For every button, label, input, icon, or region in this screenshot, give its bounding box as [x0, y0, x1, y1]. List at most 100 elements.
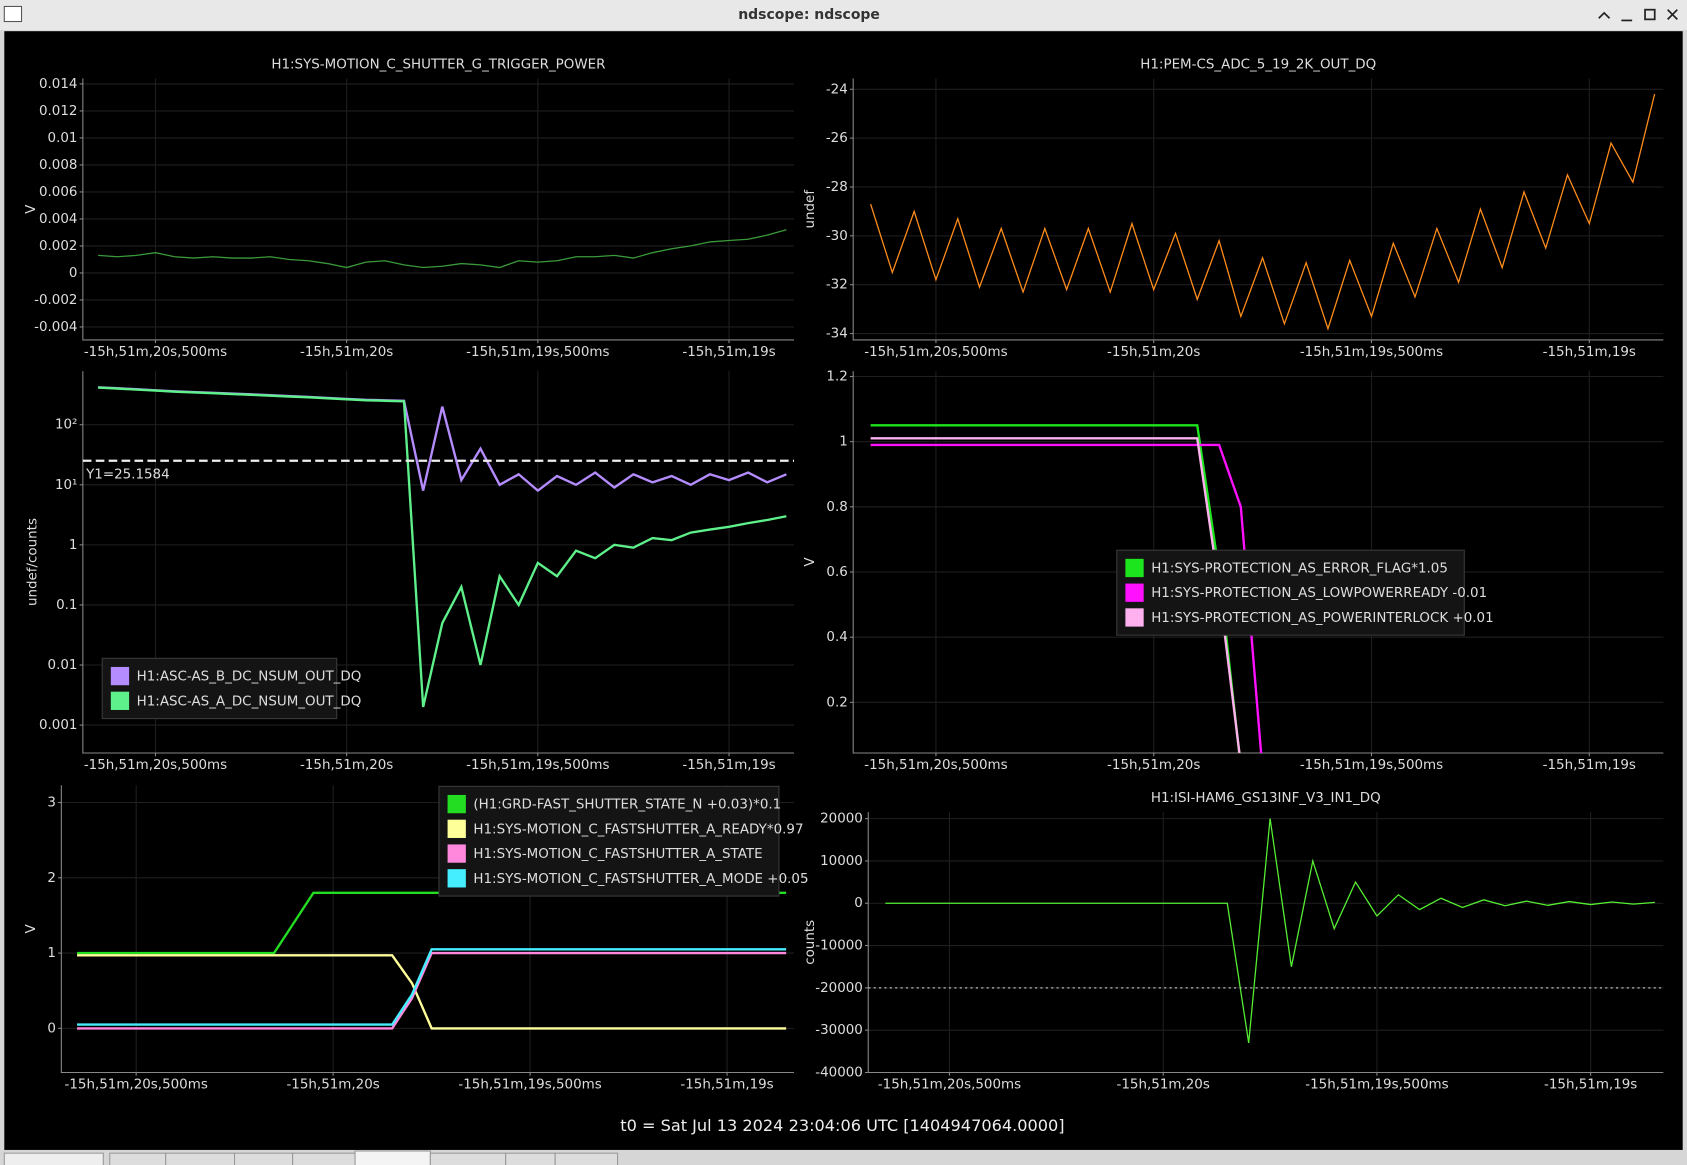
- tab[interactable]: [3, 1152, 104, 1165]
- legend-label: H1:SYS-PROTECTION_AS_ERROR_FLAG*1.05: [1151, 562, 1448, 577]
- legend-label: H1:SYS-PROTECTION_AS_POWERINTERLOCK +0.0…: [1151, 611, 1493, 626]
- legend-box: [101, 657, 338, 720]
- y-tick-label: -34: [826, 327, 848, 342]
- y-tick-label: 0.01: [48, 131, 78, 146]
- y-tick-label: 0.6: [826, 565, 847, 580]
- tab[interactable]: [354, 1150, 431, 1165]
- legend-swatch: [110, 666, 130, 686]
- series-line: [77, 954, 787, 1030]
- axis-line: [852, 371, 1664, 754]
- x-tick-label: -15h,51m,20s: [1117, 1077, 1210, 1092]
- x-tick-label: -15h,51m,19s: [682, 758, 775, 773]
- tab[interactable]: [165, 1152, 236, 1165]
- tab[interactable]: [109, 1152, 167, 1165]
- x-tick-label: -15h,51m,20s: [300, 345, 393, 360]
- y-tick-label: 0.004: [39, 212, 77, 227]
- y-tick-label: 20000: [820, 812, 863, 827]
- legend-swatch: [1125, 558, 1144, 578]
- y-tick-label: 0.001: [39, 718, 77, 733]
- legend-label: (H1:GRD-FAST_SHUTTER_STATE_N +0.03)*0.1: [473, 798, 781, 813]
- axis-line: [867, 812, 1664, 1074]
- y-axis-label: V: [803, 557, 818, 567]
- series-line: [870, 443, 1263, 754]
- y-tick-label: -20000: [815, 981, 863, 996]
- y-tick-label: 3: [47, 796, 56, 811]
- x-tick-label: -15h,51m,20s,500ms: [65, 1077, 208, 1092]
- series-line: [869, 93, 1656, 331]
- plot: H1:SYS-MOTION_C_SHUTTER_G_TRIGGER_POWER V…: [24, 58, 795, 360]
- cursor-label: Y1=25.1584: [85, 468, 170, 483]
- y-tick-label: 0.8: [826, 500, 847, 515]
- y-tick-label: -10000: [815, 939, 863, 954]
- plot-title: H1:PEM-CS_ADC_5_19_2K_OUT_DQ: [1140, 58, 1376, 73]
- y-tick-label: 0: [69, 266, 78, 281]
- y-axis-label: V: [24, 204, 39, 214]
- y-tick-label: 2: [47, 871, 56, 886]
- legend-box: [1116, 549, 1465, 636]
- tab[interactable]: [429, 1152, 507, 1165]
- axis-line: [60, 785, 795, 1074]
- y-axis-label: V: [24, 923, 39, 933]
- title-bar: [0, 0, 1687, 31]
- tab[interactable]: [554, 1152, 619, 1165]
- y-tick-label: 0.002: [39, 239, 77, 254]
- x-tick-label: -15h,51m,20s: [1107, 758, 1200, 773]
- y-tick-label: 10²: [55, 418, 78, 433]
- y-tick-label: -30000: [815, 1023, 863, 1038]
- y-tick-label: 1: [69, 538, 78, 553]
- y-tick-label: -32: [826, 278, 848, 293]
- y-tick-label: 0.4: [826, 630, 847, 645]
- tab-bar: [3, 1150, 619, 1165]
- legend: H1:ASC-AS_B_DC_NSUM_OUT_DQ H1:ASC-AS_A_DC…: [101, 657, 361, 720]
- y-axis-label: undef: [803, 190, 818, 229]
- y-tick-label: 0: [854, 896, 863, 911]
- y-tick-label: 0.006: [39, 185, 77, 200]
- legend-swatch: [110, 691, 130, 710]
- y-tick-label: 1: [47, 946, 56, 961]
- axis-line: [82, 371, 795, 754]
- y-tick-label: 0.014: [39, 77, 77, 92]
- maximize-button[interactable]: [1644, 8, 1656, 21]
- y-tick-label: -0.004: [34, 320, 77, 335]
- tab[interactable]: [234, 1152, 294, 1165]
- x-tick-label: -15h,51m,20s,500ms: [84, 345, 227, 360]
- y-tick-label: 0.1: [56, 598, 77, 613]
- y-tick-label: 1.2: [826, 369, 847, 384]
- x-tick-label: -15h,51m,20s,500ms: [864, 758, 1007, 773]
- x-tick-label: -15h,51m,19s,500ms: [466, 345, 609, 360]
- close-button[interactable]: [1667, 9, 1678, 20]
- legend: H1:SYS-PROTECTION_AS_ERROR_FLAG*1.05 H1:S…: [1116, 549, 1494, 636]
- x-tick-label: -15h,51m,20s,500ms: [864, 345, 1007, 360]
- series-line: [870, 437, 1241, 754]
- y-tick-label: 10000: [820, 854, 863, 869]
- y-tick-label: -28: [826, 180, 848, 195]
- y-tick-label: 1: [839, 435, 848, 450]
- legend-swatch: [447, 869, 466, 888]
- legend-swatch: [447, 844, 466, 863]
- y-tick-label: -26: [826, 131, 848, 146]
- x-tick-label: -15h,51m,20s,500ms: [878, 1077, 1021, 1092]
- shade-button[interactable]: [1598, 11, 1611, 19]
- legend-label: H1:SYS-MOTION_C_FASTSHUTTER_A_MODE +0.05: [473, 872, 808, 887]
- y-tick-label: -30: [826, 229, 848, 244]
- y-axis-label: counts: [803, 920, 818, 965]
- tab[interactable]: [505, 1152, 556, 1165]
- series-line: [77, 951, 787, 1030]
- plot: V 0.2 0.4 0.6 0.8 1 1.2 -15h,51m,20s,500ms -15h,…: [803, 369, 1664, 773]
- plot-title: H1:SYS-MOTION_C_SHUTTER_G_TRIGGER_POWER: [271, 58, 605, 73]
- window-title: ndscope: ndscope: [738, 7, 880, 23]
- y-tick-label: -24: [826, 82, 848, 97]
- series-line: [77, 948, 787, 1026]
- series-line: [885, 818, 1655, 1044]
- y-tick-label: 0.008: [39, 158, 77, 173]
- y-tick-label: -40000: [815, 1065, 863, 1080]
- tab[interactable]: [292, 1152, 356, 1165]
- plot: undef/counts 0.001 0.01 0.1 1 10¹ 10² -15h,51m,…: [25, 371, 795, 773]
- series-line: [870, 424, 1241, 754]
- x-tick-label: -15h,51m,20s: [300, 758, 393, 773]
- y-axis-label: undef/counts: [25, 518, 40, 606]
- t0-label: t0 = Sat Jul 13 2024 23:04:06 UTC [14049…: [620, 1116, 1064, 1135]
- y-tick-label: 0: [47, 1021, 56, 1036]
